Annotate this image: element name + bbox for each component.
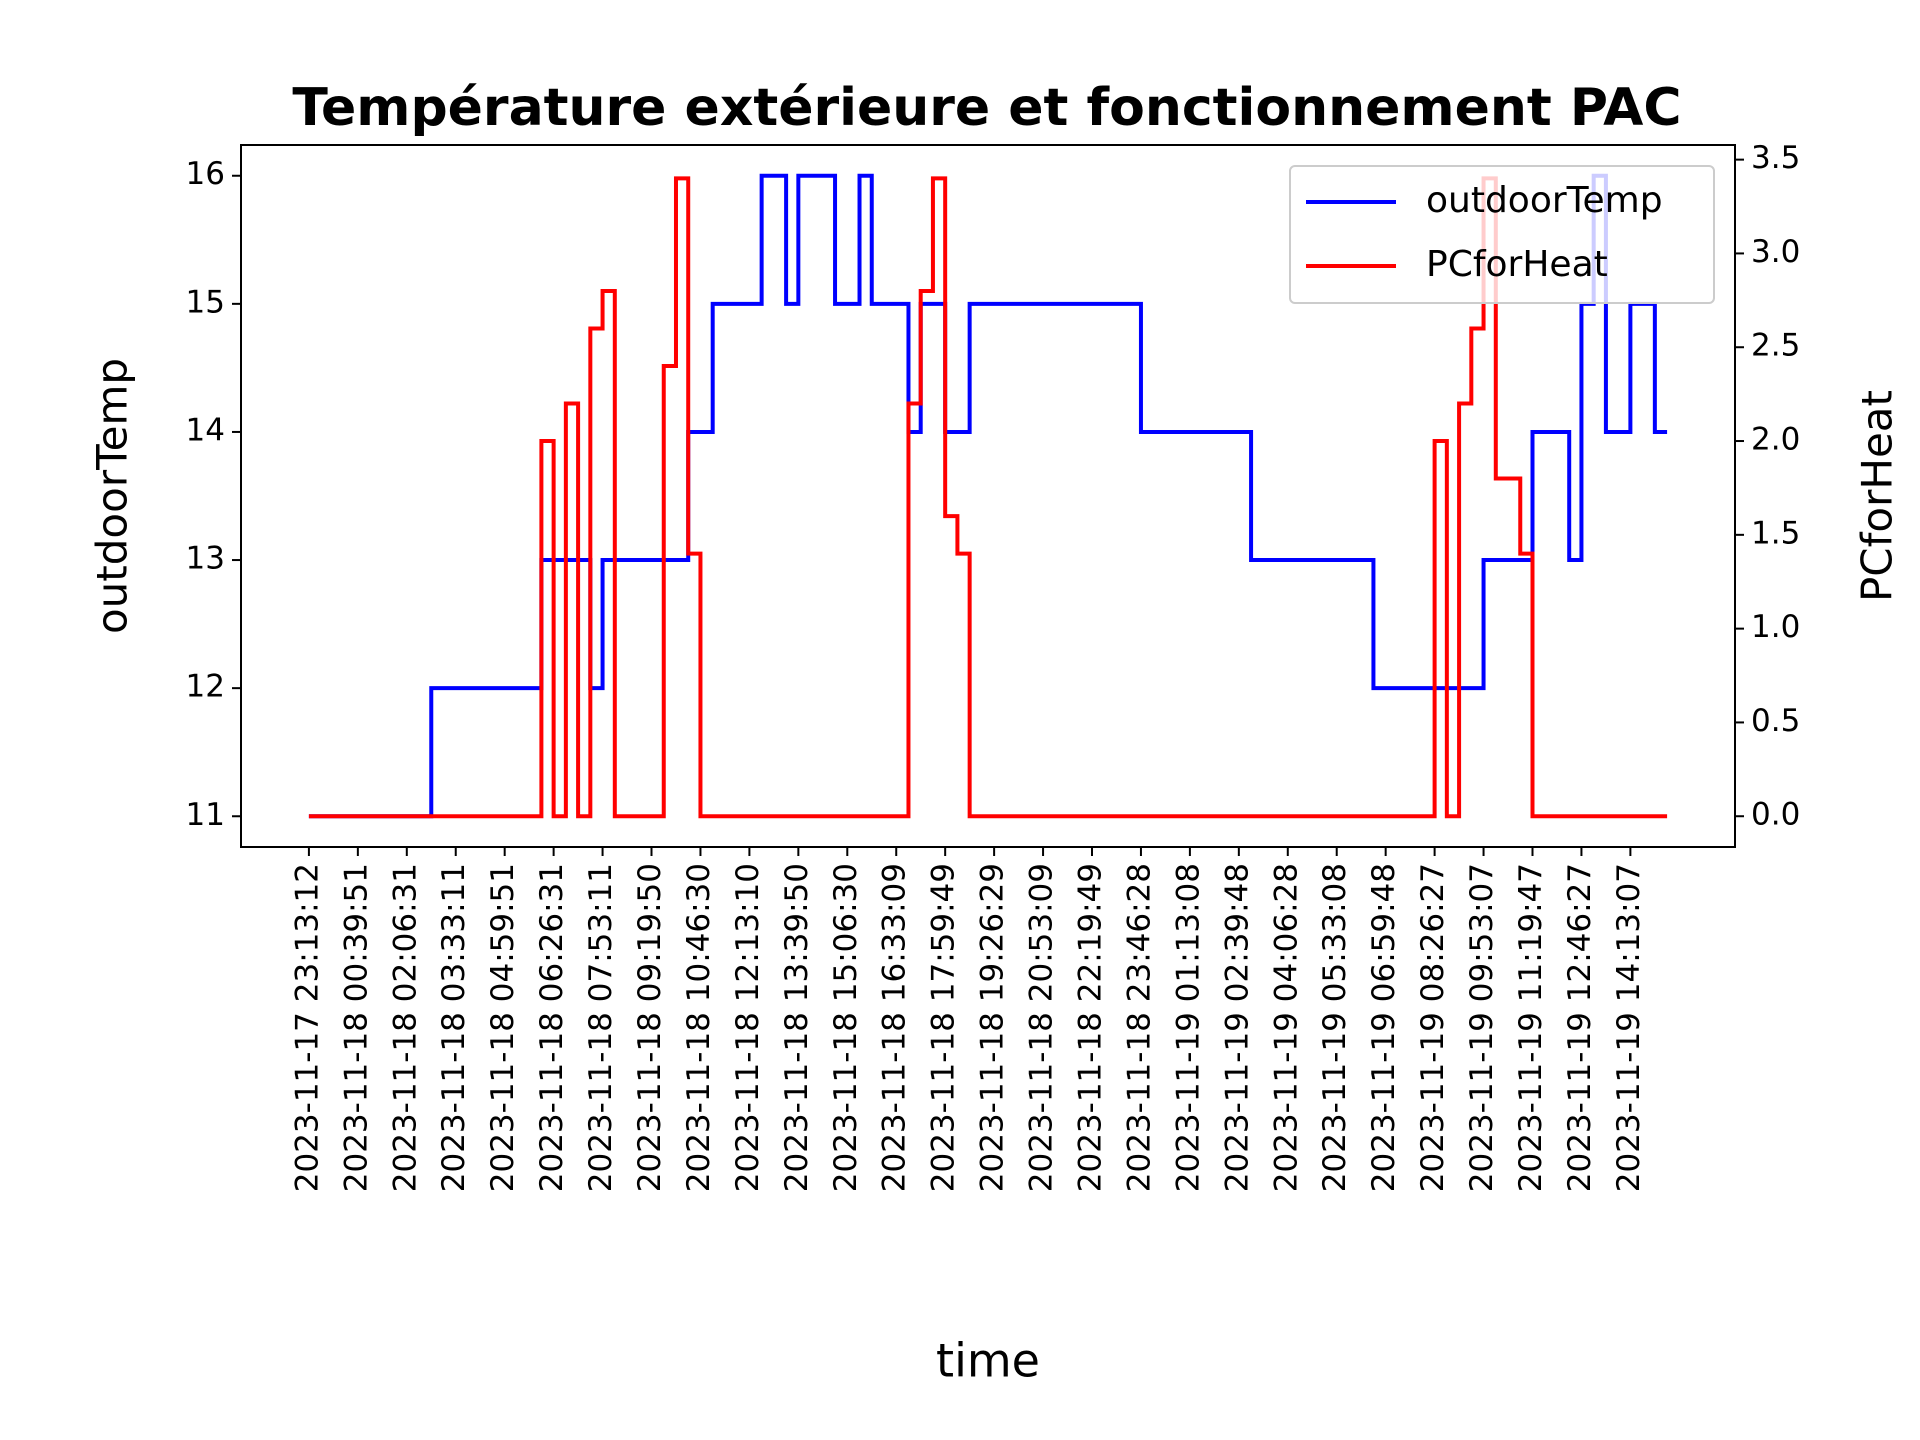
x-tick-label: 2023-11-18 16:33:09 (877, 863, 913, 1192)
y-tick-label: 15 (186, 284, 225, 320)
x-tick-label: 2023-11-19 11:19:47 (1513, 863, 1549, 1192)
x-tick-label: 2023-11-19 04:06:28 (1268, 863, 1304, 1192)
y2-tick-label: 3.5 (1751, 140, 1800, 176)
y2-tick-label: 0.0 (1751, 797, 1800, 833)
x-tick-label: 2023-11-18 06:26:31 (534, 863, 570, 1192)
x-tick-label: 2023-11-19 08:26:27 (1415, 863, 1451, 1192)
y-tick-label: 13 (186, 541, 225, 577)
x-tick-label: 2023-11-19 14:13:07 (1611, 863, 1647, 1192)
x-tick-label: 2023-11-17 23:13:12 (289, 863, 325, 1192)
x-tick-label: 2023-11-18 03:33:11 (436, 863, 472, 1192)
y-tick-label: 11 (186, 797, 225, 833)
x-tick-label: 2023-11-18 07:53:11 (583, 863, 619, 1192)
x-tick-label: 2023-11-18 02:06:31 (387, 863, 423, 1192)
y2-axis-label: PCforHeat (1853, 390, 1902, 602)
chart-title: Température extérieure et fonctionnement… (292, 78, 1681, 138)
series-line (308, 176, 1668, 819)
x-tick-label: 2023-11-18 00:39:51 (338, 863, 374, 1192)
x-tick-label: 2023-11-18 15:06:30 (828, 863, 864, 1192)
x-tick-label: 2023-11-18 04:59:51 (485, 863, 521, 1192)
x-tick-label: 2023-11-18 10:46:30 (681, 863, 717, 1192)
x-tick-label: 2023-11-18 19:26:29 (975, 863, 1011, 1192)
x-tick-label: 2023-11-18 12:13:10 (730, 863, 766, 1192)
x-tick-label: 2023-11-18 17:59:49 (926, 863, 962, 1192)
x-tick-label: 2023-11-19 12:46:27 (1562, 863, 1598, 1192)
y-tick-label: 12 (186, 669, 225, 705)
y-tick-label: 14 (186, 412, 225, 448)
x-tick-label: 2023-11-18 22:19:49 (1073, 863, 1109, 1192)
x-tick-label: 2023-11-18 23:46:28 (1121, 863, 1157, 1192)
y2-tick-label: 2.5 (1751, 328, 1800, 364)
x-tick-label: 2023-11-19 05:33:08 (1317, 863, 1353, 1192)
x-tick-label: 2023-11-18 09:19:50 (632, 863, 668, 1192)
legend-label: PCforHeat (1426, 244, 1608, 285)
x-tick-label: 2023-11-18 20:53:09 (1024, 863, 1060, 1192)
y2-tick-label: 0.5 (1751, 703, 1800, 739)
legend-label: outdoorTemp (1426, 180, 1663, 221)
x-tick-label: 2023-11-19 06:59:48 (1366, 863, 1402, 1192)
y2-tick-label: 1.0 (1751, 609, 1800, 645)
y2-tick-label: 3.0 (1751, 234, 1800, 270)
y2-tick-label: 2.0 (1751, 422, 1800, 458)
x-tick-label: 2023-11-18 13:39:50 (779, 863, 815, 1192)
y-axis-label: outdoorTemp (88, 358, 137, 634)
x-tick-label: 2023-11-19 01:13:08 (1170, 863, 1206, 1192)
x-axis-label: time (936, 1334, 1040, 1388)
x-tick-label: 2023-11-19 09:53:07 (1464, 863, 1500, 1192)
plot-frame (240, 144, 1736, 848)
x-tick-label: 2023-11-19 02:39:48 (1219, 863, 1255, 1192)
y2-tick-label: 1.5 (1751, 515, 1800, 551)
y-tick-label: 16 (186, 156, 225, 192)
